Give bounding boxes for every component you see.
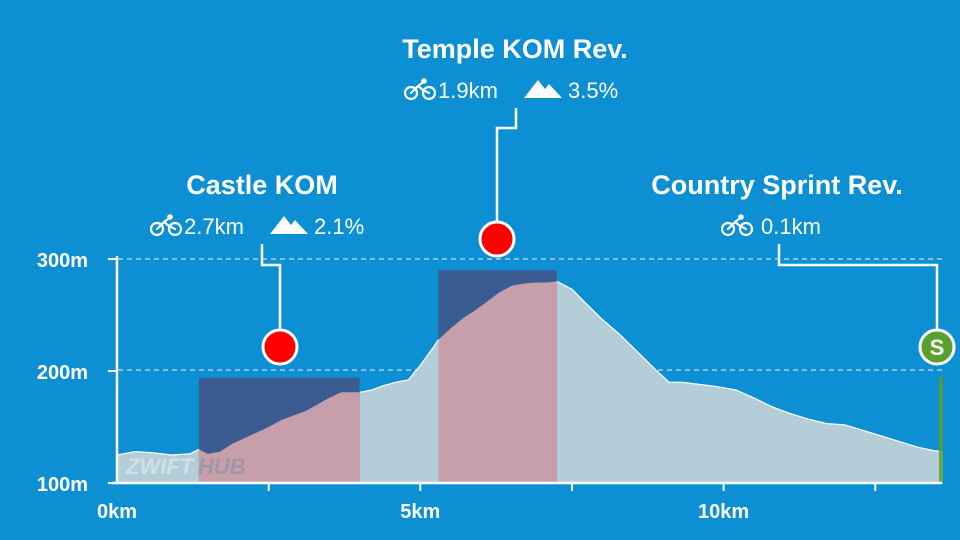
sprint-segment-bar	[938, 376, 943, 483]
temple-kom-label: Temple KOM Rev. 1.9km 3.5%	[402, 34, 628, 103]
y-tick-label: 200m	[37, 362, 88, 384]
castle-kom-marker[interactable]	[261, 328, 299, 366]
mountain-icon	[524, 80, 562, 98]
x-tick-label: 5km	[400, 501, 440, 523]
bike-icon	[149, 214, 183, 237]
watermark-hub: HUB	[198, 454, 246, 479]
mountain-icon	[270, 216, 308, 234]
country-sprint-label: Country Sprint Rev. 0.1km	[651, 170, 903, 239]
bike-icon	[403, 78, 437, 101]
temple-kom-distance: 1.9km	[438, 78, 498, 103]
temple-kom-grade: 3.5%	[568, 78, 618, 103]
bike-icon	[720, 214, 754, 237]
segment-layer	[198, 270, 943, 483]
x-tick-label: 0km	[97, 501, 137, 523]
sprint-marker[interactable]: S	[918, 328, 956, 366]
tick-layer: 0km 5km 10km 100m 200m 300m	[37, 250, 877, 523]
y-tick-label: 300m	[37, 250, 88, 272]
temple-connector	[495, 108, 518, 222]
temple-kom-title: Temple KOM Rev.	[402, 34, 628, 64]
castle-kom-title: Castle KOM	[186, 170, 338, 200]
watermark: ZWIFT HUB	[125, 454, 246, 479]
castle-kom-distance: 2.7km	[184, 214, 244, 239]
y-tick-label: 100m	[37, 474, 88, 496]
castle-kom-label: Castle KOM 2.7km 2.1%	[149, 170, 364, 239]
temple-kom-marker[interactable]	[478, 220, 516, 258]
castle-connector	[260, 244, 282, 330]
sprint-badge-letter: S	[930, 335, 945, 360]
watermark-zwift: ZWIFT	[125, 454, 195, 479]
x-tick-label: 10km	[698, 501, 749, 523]
country-sprint-distance: 0.1km	[761, 214, 821, 239]
castle-kom-grade: 2.1%	[314, 214, 364, 239]
country-sprint-title: Country Sprint Rev.	[651, 170, 903, 200]
sprint-connector	[777, 244, 939, 330]
